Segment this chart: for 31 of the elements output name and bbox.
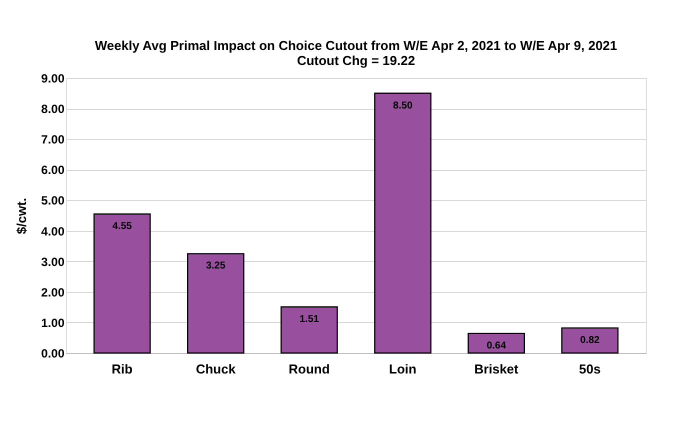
y-tick-label: 6.00 [41,163,65,178]
x-tick-label: 50s [579,362,601,376]
chart-title: Weekly Avg Primal Impact on Choice Cutout from W/E Apr 2, 2021 to W/E Apr 9, 2021 [94,38,618,53]
bar [280,306,338,354]
data-label: 1.51 [299,314,320,325]
x-tick-label: Chuck [196,362,236,376]
y-tick-label: 2.00 [41,285,65,300]
y-tick-label: 8.00 [41,102,65,116]
data-label: 0.82 [580,334,600,346]
data-label: 0.64 [486,340,506,352]
chart-subtitle: Cutout Chg = 19.22 [296,53,416,68]
y-tick-label: 5.00 [41,194,65,208]
bar [561,327,619,354]
y-tick-label: 3.00 [41,254,65,269]
data-label: 4.55 [112,220,132,232]
data-label: 3.25 [206,260,226,272]
y-axis-title: $/cwt. [14,198,30,234]
data-label: 8.50 [393,100,413,112]
bar [374,92,432,354]
y-tick-label: 4.00 [41,224,65,238]
y-tick-label: 1.00 [41,316,65,330]
x-tick-label: Rib [112,362,133,376]
x-tick-label: Round [288,362,330,376]
bar [187,253,244,354]
x-tick-label: Loin [389,362,417,376]
x-tick-label: Brisket [474,362,520,376]
y-tick-label: 0.00 [41,346,65,360]
bar [468,332,525,354]
y-tick-label: 7.00 [41,132,65,147]
y-tick-label: 9.00 [41,72,65,86]
bar [93,213,151,354]
